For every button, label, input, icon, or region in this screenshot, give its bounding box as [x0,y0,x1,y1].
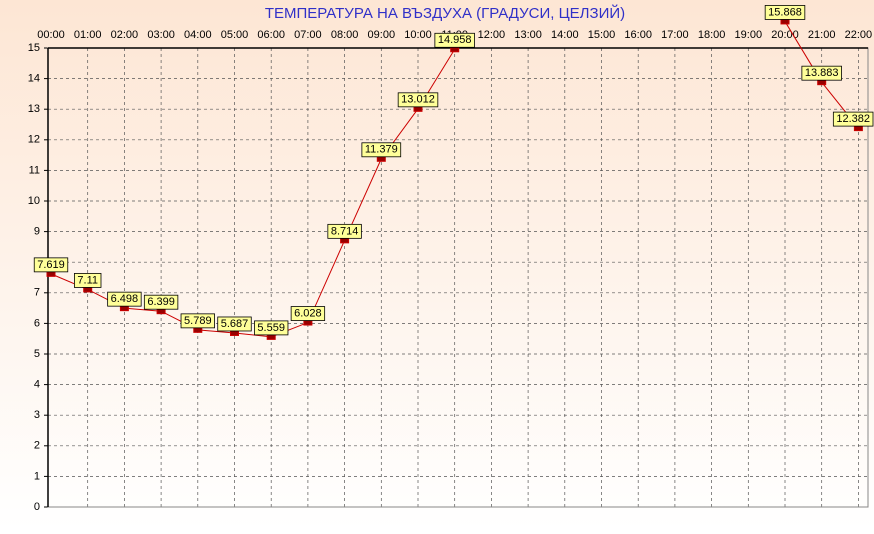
x-tick-label: 02:00 [111,29,139,41]
value-label-box [143,294,179,310]
value-label-box [107,291,142,307]
x-tick-label: 04:00 [184,29,212,41]
value-label: 6.399 [147,296,175,308]
y-tick-label: 14 [28,73,40,85]
value-label: 5.559 [257,322,285,334]
x-tick-label: 07:00 [294,29,322,41]
value-label-box [801,65,842,81]
x-tick-label: 00:00 [37,29,65,41]
x-tick-label: 18:00 [698,29,726,41]
x-tick-label: 22:00 [845,29,873,41]
y-tick-label: 3 [34,409,40,421]
x-tick-label: 01:00 [74,29,102,41]
value-label: 11.379 [365,144,398,156]
x-tick-label: 03:00 [147,29,175,41]
value-label-box [327,223,362,239]
y-tick-label: 5 [34,348,40,360]
value-label-box [74,273,102,288]
y-tick-label: 7 [34,287,40,299]
value-label: 6.028 [294,307,322,319]
value-label-box [361,142,402,158]
y-tick-label: 0 [34,501,40,513]
value-label: 5.789 [184,315,212,327]
value-label-box [33,257,69,273]
y-tick-label: 6 [34,317,40,329]
x-tick-label: 10:00 [404,29,432,41]
chart-title: ТЕМПЕРАТУРА НА ВЪЗДУХА (ГРАДУСИ, ЦЕЛЗИЙ) [265,4,625,22]
x-tick-label: 13:00 [514,29,542,41]
value-label: 15.868 [768,6,802,18]
y-tick-label: 1 [34,470,40,482]
y-tick-label: 9 [34,226,40,238]
value-label-box [217,316,252,332]
value-label: 7.619 [37,259,65,271]
y-tick-label: 4 [34,379,40,391]
y-tick-label: 2 [34,440,40,452]
value-label: 5.687 [221,318,249,330]
value-label-box [254,320,289,336]
value-label: 14.958 [438,34,472,46]
x-tick-label: 17:00 [661,29,689,41]
value-label-box [290,306,326,321]
y-tick-label: 10 [28,195,40,207]
value-label-box [764,5,806,20]
x-tick-label: 08:00 [331,29,359,41]
value-label: 7.11 [77,274,98,286]
x-tick-label: 16:00 [624,29,652,41]
x-tick-label: 20:00 [771,29,799,41]
value-label: 12.382 [836,113,870,125]
x-tick-label: 09:00 [368,29,396,41]
y-tick-label: 11 [29,164,40,176]
x-tick-label: 06:00 [257,29,285,41]
value-label: 6.498 [111,293,139,305]
value-label-box [180,313,215,329]
x-tick-label: 15:00 [588,29,616,41]
value-label-box [397,92,439,108]
value-label-box [434,32,475,48]
y-tick-label: 12 [28,134,40,146]
x-tick-label: 19:00 [735,29,763,41]
x-tick-label: 21:00 [808,29,836,41]
y-tick-label: 13 [28,103,40,115]
value-label: 13.883 [805,67,839,79]
value-label: 13.012 [401,94,435,106]
x-tick-label: 12:00 [478,29,506,41]
y-tick-label: 15 [28,42,40,54]
value-label: 8.714 [331,225,359,237]
x-tick-label: 14:00 [551,29,579,41]
x-tick-label: 05:00 [221,29,249,41]
value-label-box [832,111,874,127]
